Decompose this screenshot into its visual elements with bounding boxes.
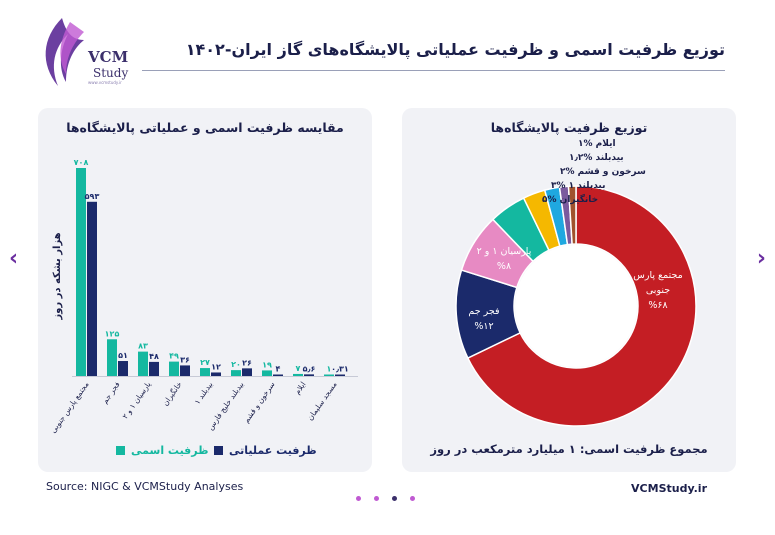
bar-value-label: ۲۰ — [231, 360, 241, 369]
legend-nominal: ظرفیت اسمی — [116, 444, 208, 457]
bar-operational — [87, 201, 97, 376]
bar-chart-title: مقایسه ظرفیت اسمی و عملیاتی پالایشگاه‌ها — [66, 120, 344, 135]
site-link[interactable]: VCMStudy.ir — [631, 482, 707, 495]
pie-outside-label: بیدبلند %۱٫۲ — [569, 153, 624, 163]
bar-value-label: ۰٫۳۱ — [331, 365, 349, 374]
bar-nominal — [231, 370, 241, 376]
logo-url: www.vcmstudy.ir — [88, 80, 122, 85]
bar-value-label: ۲۶ — [242, 358, 252, 367]
bar-operational — [335, 374, 345, 376]
bar-operational — [118, 361, 128, 376]
bar-operational — [273, 374, 283, 376]
bar-operational — [180, 365, 190, 376]
bar-nominal — [293, 373, 303, 376]
pie-slice-label: پارسیان ۱ و ۲ — [477, 246, 532, 257]
legend-nominal-label: ظرفیت اسمی — [131, 444, 209, 457]
bar-nominal — [138, 351, 148, 376]
bar-value-label: ۷ — [296, 364, 301, 373]
bar-value-label: ۸۳ — [138, 342, 148, 351]
x-tick-label: مسجد سلیمان — [305, 380, 338, 422]
bar-value-label: ۱۲ — [211, 362, 221, 371]
pie-slice-label: فجر جم — [468, 306, 499, 317]
legend-nominal-swatch — [116, 446, 125, 455]
logo-text-vcm: VCM — [88, 48, 129, 66]
x-tick-label: ایلام — [293, 380, 308, 396]
donut-chart-title: توزیع ظرفیت پالایشگاه‌ها — [490, 120, 648, 135]
donut-total-text: مجموع ظرفیت اسمی: ۱ میلیارد مترمکعب در ر… — [430, 442, 708, 456]
donut-hole — [515, 245, 637, 367]
x-tick-label: پارسیان ۱ و ۲ — [121, 380, 153, 421]
bar-value-label: ۴۹ — [169, 352, 179, 361]
bar-value-label: ۱۲۵ — [105, 329, 120, 338]
pie-outside-label: خانگیران %۵ — [542, 193, 598, 205]
donut-chart: مجتمع پارس جنوبی %۶۸ فجر جم %۱۲ پارسیان ۱ و ۲… — [455, 139, 697, 427]
bar-nominal — [324, 374, 334, 376]
y-axis-label: هزار بشکه در روز — [52, 232, 63, 320]
vcm-logo: VCM Study www.vcmstudy.ir — [36, 12, 136, 102]
pie-slice-pct: %۸ — [497, 261, 511, 272]
bar-operational — [242, 368, 252, 376]
x-tick-label: خانگیران — [161, 380, 184, 408]
bar-value-label: ۳۶ — [180, 355, 190, 364]
legend-operational: ظرفیت عملیاتی — [214, 444, 317, 457]
bar-operational — [211, 372, 221, 376]
slide: VCM Study www.vcmstudy.ir توزیع ظرفیت اس… — [32, 12, 743, 500]
bar-chart-card: مقایسه ظرفیت اسمی و عملیاتی پالایشگاه‌ها… — [38, 108, 372, 472]
page-title: توزیع ظرفیت اسمی و ظرفیت عملیاتی پالایشگ… — [185, 40, 725, 59]
pie-slice-label: جنوبی — [646, 285, 670, 296]
title-divider — [142, 70, 725, 71]
bar-nominal — [262, 370, 272, 376]
logo-text-study: Study — [93, 66, 129, 80]
legend-operational-label: ظرفیت عملیاتی — [229, 444, 317, 457]
pie-outside-label: سرخون و قشم %۲ — [560, 167, 646, 177]
bar-value-label: ۱۹ — [262, 360, 272, 369]
x-tick-label: بیدبلند ۱ — [193, 380, 215, 406]
pie-slice — [466, 185, 697, 427]
bar-value-label: ۴۸ — [149, 352, 159, 361]
prev-slide-icon[interactable]: ‹ — [9, 246, 19, 271]
logo-flame-icon — [45, 18, 84, 86]
x-tick-label: مجتمع پارس جنوبی — [49, 380, 91, 435]
x-tick-label: سرخون و قشم — [242, 380, 277, 425]
pie-slice-pct: %۶۸ — [648, 300, 667, 311]
bar-value-label: ۲۷ — [200, 358, 210, 367]
pagination-dot[interactable] — [410, 496, 415, 501]
source-note: Source: NIGC & VCMStudy Analyses — [46, 480, 244, 493]
x-tick-label: فجر جم — [100, 380, 122, 406]
bar-value-label: ۱ — [327, 365, 332, 374]
pagination-dot-active[interactable] — [392, 496, 397, 501]
slide-pagination — [356, 496, 415, 501]
bar-operational — [304, 374, 314, 376]
bar-nominal — [169, 361, 179, 376]
bar-value-label: ۴ — [276, 365, 281, 374]
bar-nominal — [76, 168, 86, 376]
pie-slice-label: مجتمع پارس — [633, 270, 682, 281]
legend-operational-swatch — [214, 446, 223, 455]
bar-value-label: ۵۱ — [118, 351, 128, 360]
bar-value-label: ۵۹۳ — [85, 192, 100, 201]
pagination-dot[interactable] — [374, 496, 379, 501]
next-slide-icon[interactable]: › — [756, 246, 766, 271]
bar-nominal — [107, 339, 117, 376]
pie-outside-label: بیدبلند ۱ %۳ — [551, 181, 605, 191]
bar-operational — [149, 361, 159, 376]
bar-value-label: ۵٫۶ — [303, 364, 316, 373]
donut-chart-card: توزیع ظرفیت پالایشگاه‌ها مجتمع پارس جنوبی… — [402, 108, 736, 472]
pie-slice-pct: %۱۲ — [474, 321, 493, 332]
pagination-dot[interactable] — [356, 496, 361, 501]
pie-outside-label: ایلام %۱ — [578, 139, 616, 149]
pie-slice — [567, 185, 577, 245]
bar-value-label: ۷۰۸ — [74, 158, 89, 167]
bar-nominal — [200, 368, 210, 376]
